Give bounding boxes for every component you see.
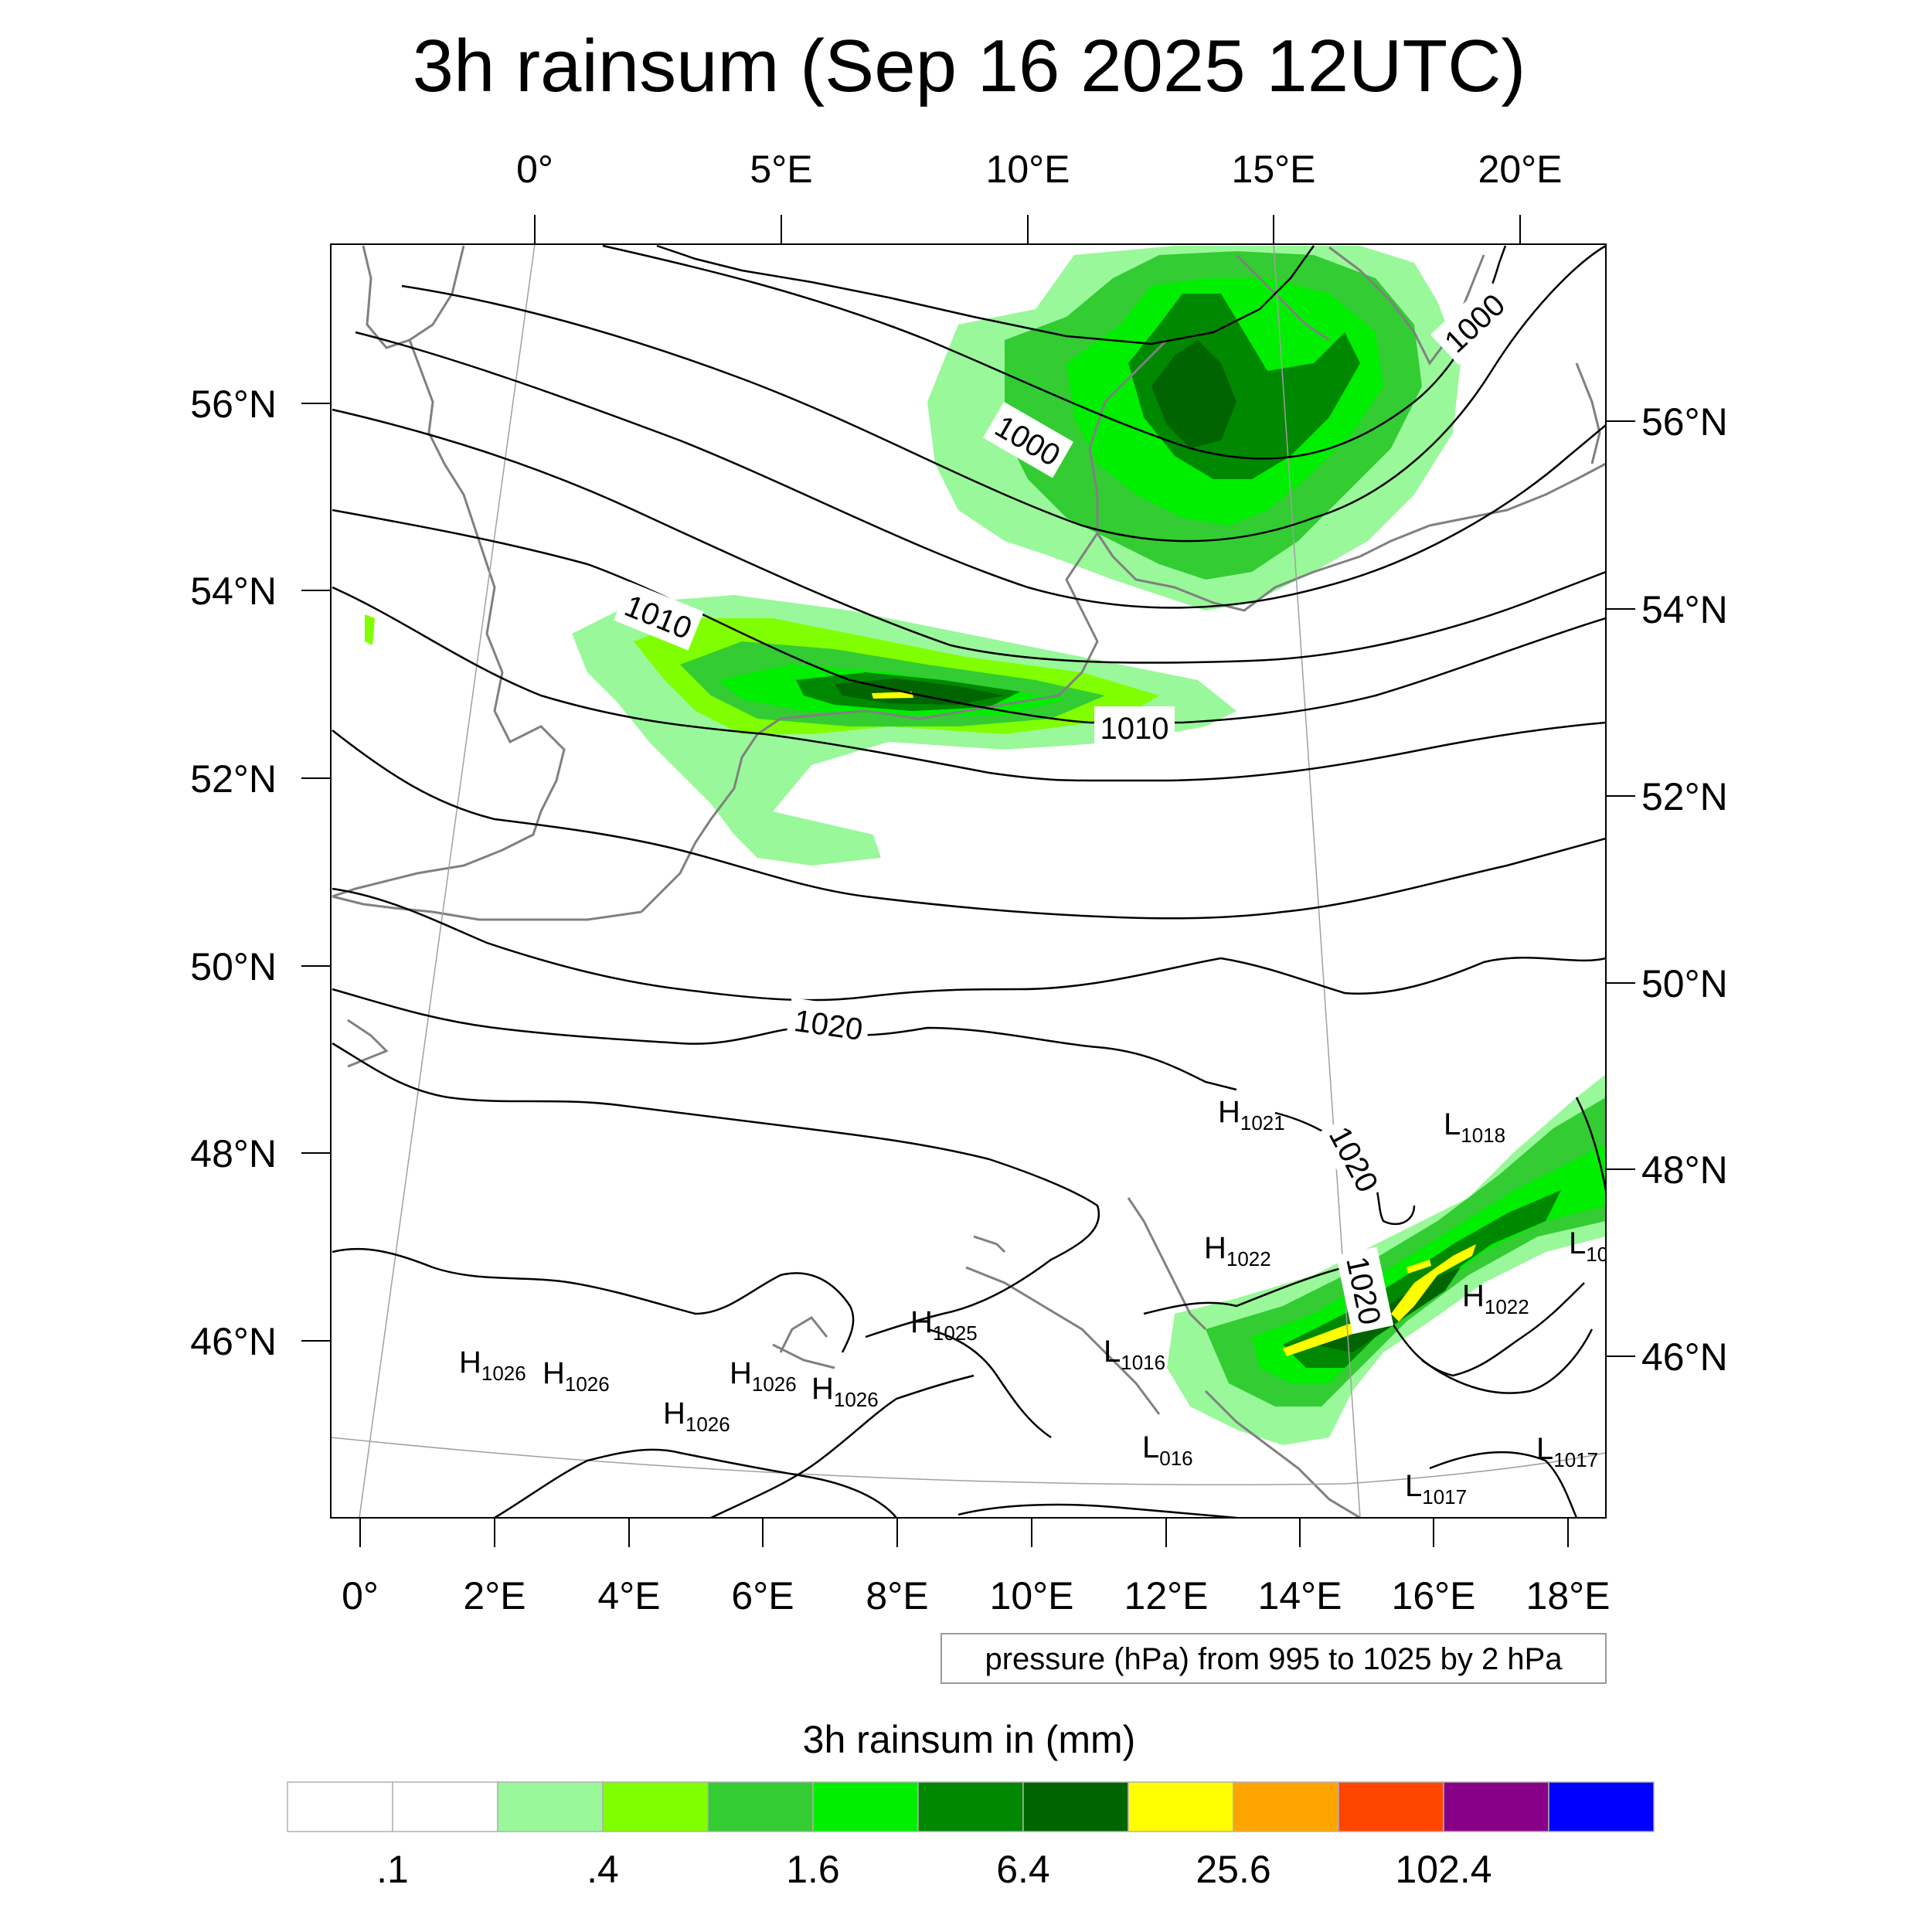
lat-label: 54°N (190, 570, 277, 613)
pressure-center: H1026 (730, 1356, 797, 1396)
colorbar: 3h rainsum in (mm) .1 .4 1.6 6.4 25.6 10… (287, 1718, 1655, 1891)
pressure-center: L10 (1569, 1226, 1608, 1266)
colorbar-swatch (812, 1781, 919, 1832)
colorbar-title: 3h rainsum in (mm) (803, 1718, 1136, 1761)
rain-area-southeast-core-2 (1391, 1244, 1476, 1321)
lat-label: 48°N (190, 1132, 277, 1175)
pressure-centers: H1021 L1018 H1022 L10 H1022 H1025 L1016 … (459, 1095, 1608, 1509)
lon-label: 6°E (731, 1574, 794, 1617)
right-latitude-labels: 56°N 54°N 52°N 50°N 48°N 46°N (1641, 400, 1728, 1379)
colorbar-swatch (1022, 1781, 1129, 1832)
lon-label: 5°E (750, 148, 812, 191)
lon-label: 8°E (866, 1574, 928, 1617)
colorbar-swatch (1548, 1781, 1655, 1832)
lat-label: 50°N (190, 945, 277, 988)
left-latitude-labels: 56°N 54°N 52°N 50°N 48°N 46°N (190, 383, 277, 1363)
lon-label: 2°E (463, 1574, 526, 1617)
colorbar-swatch (1233, 1781, 1339, 1832)
colorbar-swatch (392, 1781, 498, 1832)
lat-label: 48°N (1641, 1148, 1728, 1192)
lon-label: 15°E (1232, 148, 1316, 191)
colorbar-swatch (1338, 1781, 1444, 1832)
lon-label: 10°E (990, 1574, 1074, 1617)
rain-area-southeast-core-3 (1406, 1260, 1431, 1274)
rain-area-west-fleck (365, 614, 375, 645)
lat-label: 56°N (1641, 400, 1728, 444)
colorbar-label: 1.6 (786, 1848, 840, 1891)
lat-label: 46°N (1641, 1335, 1728, 1379)
bottom-longitude-labels: 0° 2°E 4°E 6°E 8°E 10°E 12°E 14°E 16°E 1… (342, 1574, 1610, 1617)
map-frame (330, 243, 1607, 1519)
pressure-center: H1026 (811, 1372, 879, 1411)
lon-label: 10°E (986, 148, 1070, 191)
axis-ticks (301, 215, 1635, 1547)
colorbar-label: 102.4 (1395, 1848, 1492, 1891)
lon-label: 0° (342, 1574, 379, 1617)
contour-info-box: pressure (hPa) from 995 to 1025 by 2 hPa (940, 1633, 1607, 1684)
colorbar-swatch (1128, 1781, 1234, 1832)
lat-label: 50°N (1641, 962, 1728, 1005)
pressure-center: H1022 (1204, 1231, 1271, 1270)
lon-label: 14°E (1258, 1574, 1342, 1617)
lat-label: 52°N (1641, 775, 1728, 818)
lon-label: 0° (516, 148, 553, 191)
colorbar-swatch (602, 1781, 709, 1832)
colorbar-swatch (497, 1781, 604, 1832)
colorbar-label: 6.4 (996, 1848, 1050, 1891)
lon-label: 4°E (597, 1574, 660, 1617)
lat-label: 56°N (190, 383, 277, 426)
pressure-center: H1022 (1462, 1279, 1529, 1318)
pressure-center: L1016 (1104, 1335, 1165, 1374)
pressure-center: L1018 (1444, 1107, 1505, 1147)
pressure-center: L1017 (1536, 1432, 1598, 1471)
lat-label: 46°N (190, 1320, 277, 1363)
colorbar-label: .4 (587, 1848, 619, 1891)
pressure-center: H1026 (663, 1396, 730, 1436)
pressure-center: H1026 (543, 1356, 610, 1396)
lon-label: 20°E (1478, 148, 1563, 191)
pressure-center: L1017 (1405, 1469, 1467, 1509)
lat-label: 54°N (1641, 588, 1728, 631)
rain-area-north-darkest (1151, 340, 1236, 448)
colorbar-swatches (287, 1781, 1655, 1832)
colorbar-label: .1 (376, 1848, 409, 1891)
pressure-center: H1026 (459, 1345, 526, 1385)
top-longitude-labels: 0° 5°E 10°E 15°E 20°E (516, 148, 1562, 191)
lon-label: 16°E (1392, 1574, 1476, 1617)
map-panel: 1000 1000 1010 1010 1020 1020 (331, 244, 1608, 1518)
pressure-center: H1021 (1218, 1095, 1285, 1134)
colorbar-swatch (917, 1781, 1024, 1832)
pressure-center: L016 (1142, 1430, 1193, 1470)
lat-label: 52°N (190, 757, 277, 801)
pressure-center: H1025 (910, 1305, 978, 1345)
contour-label: 1010 (1100, 712, 1169, 746)
colorbar-swatch (707, 1781, 814, 1832)
colorbar-swatch (287, 1781, 393, 1832)
contour-info-text: pressure (hPa) from 995 to 1025 by 2 hPa (985, 1642, 1563, 1676)
rain-area-west-core (872, 692, 913, 699)
lon-label: 18°E (1526, 1574, 1611, 1617)
colorbar-swatch (1443, 1781, 1549, 1832)
figure-title: 3h rainsum (Sep 16 2025 12UTC) (413, 25, 1526, 107)
colorbar-label: 25.6 (1196, 1848, 1270, 1891)
lon-label: 12°E (1124, 1574, 1209, 1617)
